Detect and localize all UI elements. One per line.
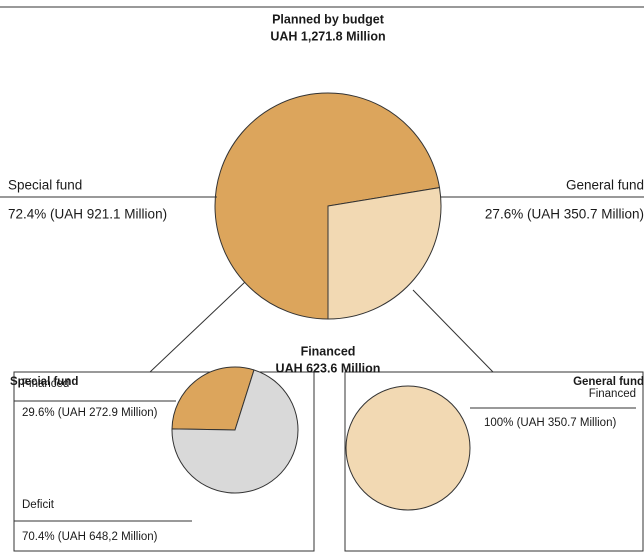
box-title: General fund [573,376,644,388]
section-subtitle: UAH 623.6 Million [276,361,381,375]
box [13,371,315,552]
pie-slice [345,385,471,511]
section-title: Financed [301,344,356,358]
pie-slice [171,369,299,494]
pie-slice [327,187,442,320]
box [344,371,644,552]
slice-label: General fund [566,178,644,193]
chart-subtitle: UAH 1,271.8 Million [270,29,385,43]
value-label: 70.4% (UAH 648,2 Million) [22,531,158,543]
slice-label: Deficit [22,499,55,511]
slice-label: Special fund [8,178,82,193]
connector [412,289,494,373]
pie-slice [214,92,441,320]
chart-title: Planned by budget [272,12,385,26]
value-label: 100% (UAH 350.7 Million) [484,417,616,429]
value-label: 72.4% (UAH 921.1 Million) [8,207,167,222]
pie-slice [171,366,255,431]
slice-label: Financed [589,388,636,400]
box-title: Special fund [10,376,78,388]
slice-label: Financed [22,378,69,390]
value-label: 27.6% (UAH 350.7 Million) [485,207,644,222]
value-label: 29.6% (UAH 272.9 Million) [22,407,158,419]
connector [149,281,246,373]
